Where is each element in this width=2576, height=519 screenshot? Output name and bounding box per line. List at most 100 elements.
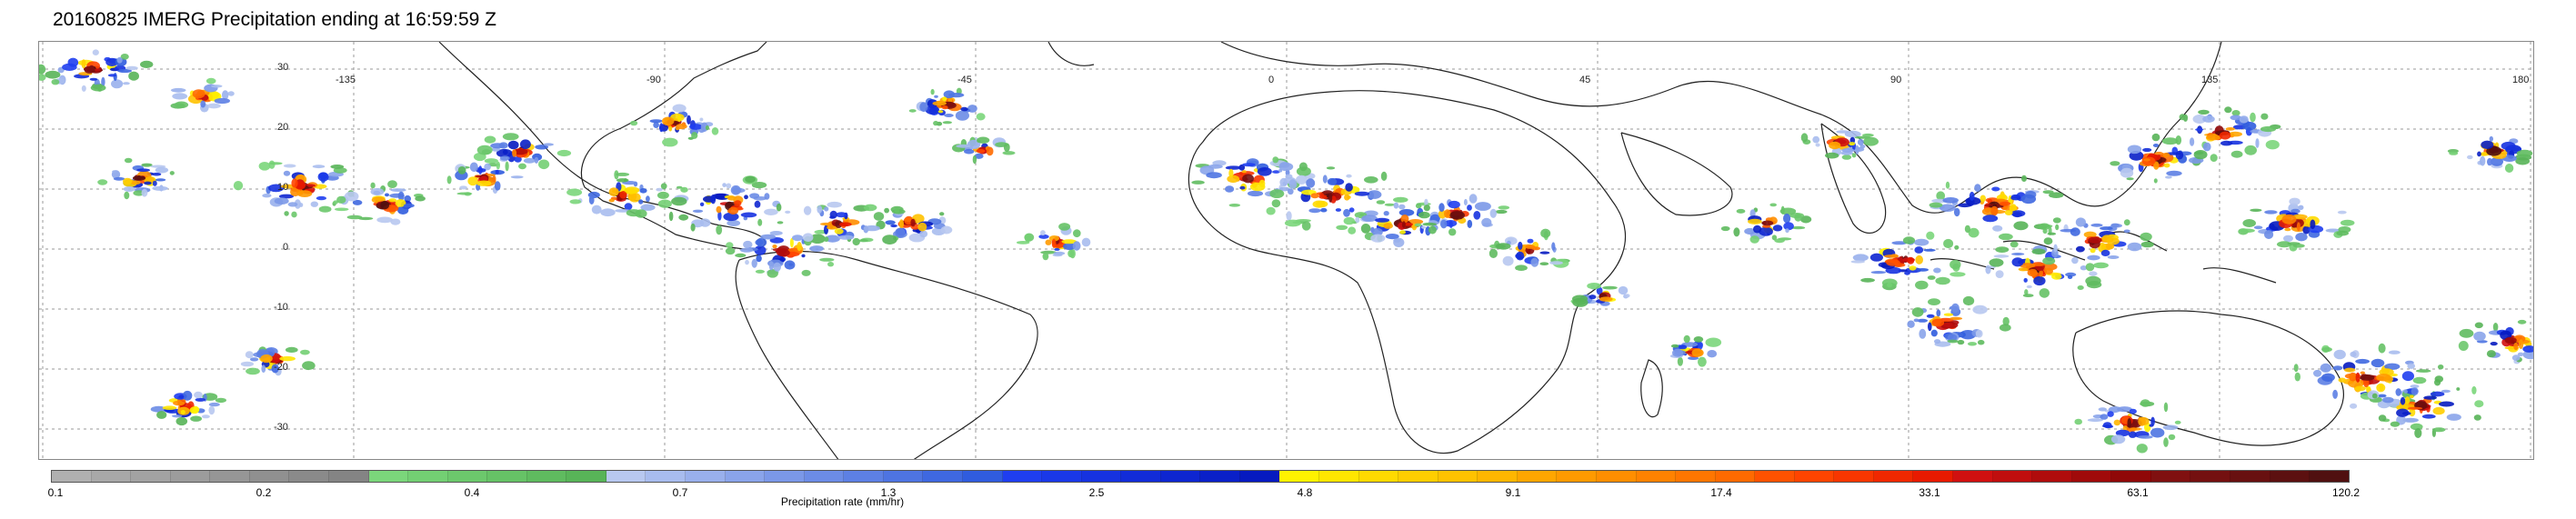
lat-label-0: 0 [283,242,289,253]
precipitation-cell [2162,152,2170,158]
colorbar-segment [447,471,488,482]
precipitation-cell [2265,140,2280,150]
precipitation-cell [689,124,703,130]
precipitation-cell [136,168,150,172]
precipitation-cell [792,235,804,242]
precipitation-cell [2283,235,2293,243]
precipitation-cell [132,175,146,181]
colorbar-segment [2071,471,2112,482]
precipitation-cell [318,205,332,213]
precipitation-cell [2395,388,2401,396]
precipitation-cell [740,212,757,218]
precipitation-cell [2382,396,2394,404]
precipitation-cell [1884,255,1899,258]
precipitation-cell [1206,172,1222,179]
precipitation-cell [494,181,501,191]
precipitation-cell [852,237,860,246]
precipitation-cell [2080,265,2088,271]
precipitation-cell [858,239,868,243]
precipitation-cell [1289,179,1296,185]
precipitation-cell [208,405,216,415]
precipitation-cell [2355,358,2371,364]
precipitation-cell [1698,356,1707,367]
precipitation-cell [710,195,717,205]
precipitation-cell [2522,345,2533,353]
precipitation-cell [1241,170,1248,174]
precipitation-cell [2192,115,2207,124]
precipitation-cell [39,74,46,81]
precipitation-cell [397,205,409,215]
precipitation-cell [1481,217,1492,227]
precipitation-cell [2165,175,2172,179]
colorbar-segment [1794,471,1835,482]
precipitation-cell [1393,196,1408,203]
precipitation-cell [1346,174,1352,178]
precipitation-cell [538,159,550,170]
precipitation-cell [2260,113,2269,120]
precipitation-cell [495,169,499,175]
precipitation-cell [1069,248,1076,259]
precipitation-cell [1940,204,1956,212]
precipitation-cell [397,191,405,201]
precipitation-cell [726,242,734,249]
precipitation-cell [1705,337,1722,347]
precipitation-cell [662,137,678,147]
colorbar-segment [962,471,1003,482]
precipitation-cell [2018,267,2029,272]
precipitation-cell [1063,243,1076,251]
precipitation-cell [1408,219,1424,225]
precipitation-cell [1907,256,1915,264]
precipitation-cell [1982,215,1999,223]
colorbar-segment [2270,471,2310,482]
precipitation-cell [1227,175,1240,184]
precipitation-cell [1286,211,1292,221]
precipitation-cell [1345,183,1353,192]
colorbar-segment [131,471,171,482]
precipitation-cell [2085,263,2095,272]
precipitation-cell [2320,363,2331,373]
precipitation-cell [1393,238,1401,243]
precipitation-cell [120,54,129,60]
precipitation-cell [2052,217,2061,224]
precipitation-cell [2310,219,2316,230]
precipitation-cell [1907,320,1915,328]
precipitation-cell [2130,427,2138,431]
precipitation-cell [316,195,326,201]
precipitation-cell [730,185,741,195]
precipitation-cell [1266,206,1276,215]
precipitation-cell [2195,128,2204,132]
precipitation-cell [727,220,741,226]
precipitation-cell [1947,334,1958,342]
precipitation-cell [208,402,220,407]
precipitation-cell [1400,215,1409,224]
precipitation-cell [2404,396,2411,404]
precipitation-cell [298,203,304,207]
precipitation-cell [484,135,496,144]
precipitation-cell [2026,284,2032,289]
precipitation-cell [173,400,185,406]
precipitation-cell [300,349,310,355]
precipitation-cell [827,201,842,208]
precipitation-cell [302,361,316,371]
precipitation-cell [2479,153,2490,156]
lon-label-90: 90 [1890,75,1902,85]
precipitation-cell [2244,145,2257,155]
precipitation-cell [827,262,834,267]
precipitation-cell [784,260,796,270]
colorbar-tick: 0.7 [672,486,688,499]
colorbar-segment [1200,471,1240,482]
precipitation-cell [1296,175,1308,185]
precipitation-cell [1942,322,1953,328]
precipitation-cell [1744,227,1756,235]
precipitation-cell [211,85,223,88]
precipitation-cell [1051,238,1057,248]
india-outline [1820,123,1887,234]
precipitation-cell [1785,228,1789,234]
precipitation-cell [2000,201,2011,206]
precipitation-cell [1322,175,1328,184]
precipitation-cell [2298,205,2304,210]
precipitation-cell [2384,363,2401,370]
precipitation-cell [260,354,273,364]
precipitation-cell [1926,314,1935,318]
precipitation-cell [2390,421,2401,427]
